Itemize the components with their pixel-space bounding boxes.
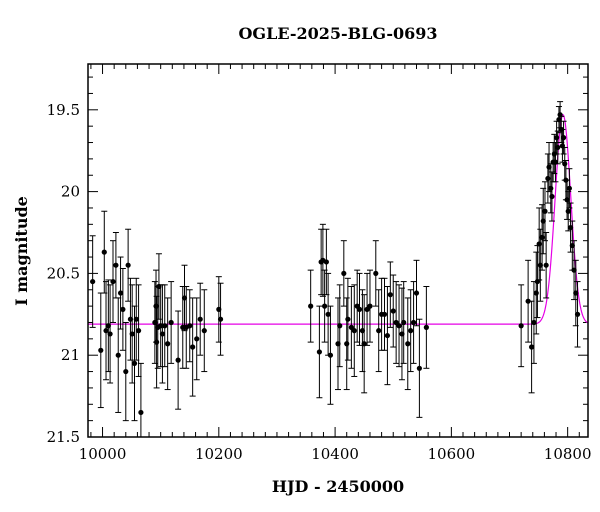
x-tick-label: 10800: [544, 445, 592, 463]
data-point: [542, 208, 548, 214]
y-tick-label: 20: [61, 183, 80, 201]
data-point: [401, 319, 407, 326]
data-point: [351, 328, 357, 334]
data-point: [376, 328, 382, 334]
data-point: [125, 262, 131, 268]
data-point: [217, 316, 224, 322]
y-axis-label: I magnitude: [12, 196, 31, 306]
data-point: [154, 339, 160, 345]
data-point: [115, 352, 121, 358]
data-point: [133, 316, 139, 322]
data-point: [423, 324, 429, 330]
data-point: [190, 344, 196, 350]
data-point: [325, 311, 331, 317]
data-point: [381, 311, 388, 317]
data-point: [387, 292, 393, 298]
x-axis-label: HJD - 2450000: [272, 477, 404, 496]
data-point: [110, 278, 116, 285]
data-point: [107, 331, 113, 337]
y-tick-label: 21.5: [47, 428, 80, 446]
data-point: [308, 303, 314, 309]
data-point: [131, 360, 138, 366]
chart-title: OGLE-2025-BLG-0693: [238, 24, 437, 43]
data-point: [396, 323, 402, 329]
data-point: [197, 316, 203, 322]
data-point: [120, 306, 126, 312]
data-point: [545, 175, 551, 182]
data-point: [323, 259, 329, 265]
x-tick-label: 10200: [195, 445, 243, 463]
data-point: [337, 323, 343, 329]
data-point: [533, 290, 539, 296]
data-point: [408, 328, 414, 334]
data-point: [518, 323, 524, 329]
data-point: [536, 241, 542, 247]
x-tick-label: 10600: [428, 445, 476, 463]
data-point: [175, 357, 181, 363]
data-point: [554, 135, 560, 141]
data-point: [564, 197, 570, 203]
data-point: [341, 270, 347, 277]
data-point: [103, 328, 109, 334]
data-point: [322, 303, 328, 309]
data-point: [565, 208, 571, 214]
data-point: [410, 319, 417, 326]
data-point: [529, 344, 535, 350]
data-point: [531, 319, 537, 326]
data-point: [525, 298, 531, 304]
y-tick-label: 19.5: [47, 101, 80, 119]
data-point: [168, 319, 174, 326]
data-point: [373, 270, 379, 277]
data-points: [89, 101, 581, 437]
data-point: [316, 349, 322, 355]
data-point: [367, 303, 373, 309]
data-point: [123, 368, 129, 375]
data-point: [201, 328, 207, 334]
data-point: [98, 347, 104, 353]
y-tick-label: 21: [61, 346, 80, 364]
plot-frame: [87, 63, 589, 438]
data-point: [390, 308, 396, 314]
data-point: [560, 135, 567, 141]
data-point: [101, 249, 107, 255]
data-point: [543, 262, 549, 268]
data-point: [562, 161, 568, 167]
data-point: [555, 144, 561, 151]
data-point: [165, 341, 171, 347]
data-point: [345, 316, 351, 322]
data-point: [539, 234, 545, 241]
data-point: [574, 311, 581, 317]
data-point: [416, 365, 422, 371]
data-point: [113, 262, 119, 268]
model-curve: [88, 113, 588, 325]
x-tick-label: 10400: [311, 445, 359, 463]
data-point: [117, 290, 124, 296]
y-tick-label: 20.5: [47, 264, 80, 282]
data-point: [129, 331, 135, 337]
data-point: [135, 328, 142, 334]
data-point: [187, 323, 193, 329]
data-point: [549, 193, 555, 200]
data-point: [162, 323, 168, 329]
data-point: [159, 331, 166, 337]
data-point: [413, 290, 420, 296]
data-point: [356, 306, 363, 312]
data-point: [344, 341, 350, 347]
data-point: [566, 185, 572, 191]
data-point: [327, 352, 334, 358]
data-point: [90, 278, 96, 285]
data-point: [548, 185, 554, 191]
data-point: [405, 341, 411, 347]
data-point: [138, 409, 144, 416]
x-tick-label: 10000: [79, 445, 127, 463]
data-point: [194, 336, 200, 342]
data-point: [384, 332, 391, 339]
